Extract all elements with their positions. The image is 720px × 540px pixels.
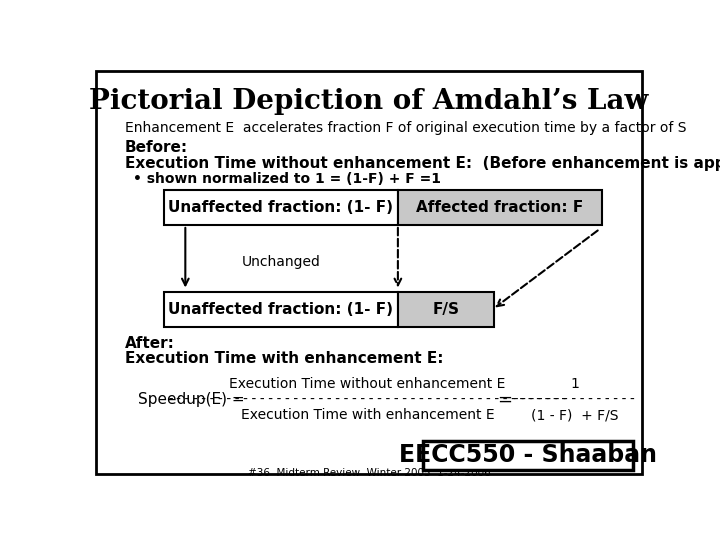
Text: (1 - F)  + F/S: (1 - F) + F/S: [531, 408, 618, 422]
Text: Before:: Before:: [125, 140, 188, 156]
Text: Unaffected fraction: (1- F): Unaffected fraction: (1- F): [168, 200, 393, 215]
Text: After:: After:: [125, 336, 175, 351]
Text: Enhancement E  accelerates fraction F of original execution time by a factor of : Enhancement E accelerates fraction F of …: [125, 121, 686, 135]
Text: Unaffected fraction: (1- F): Unaffected fraction: (1- F): [168, 302, 393, 317]
Text: Pictorial Depiction of Amdahl’s Law: Pictorial Depiction of Amdahl’s Law: [89, 88, 649, 115]
Text: ---------------: ---------------: [512, 393, 637, 407]
Bar: [163, 292, 398, 327]
Text: #36  Midterm Review  Winter 2005  1-24-2006: #36 Midterm Review Winter 2005 1-24-2006: [248, 468, 490, 478]
Text: Execution Time without enhancement E: Execution Time without enhancement E: [229, 377, 505, 392]
Bar: [423, 441, 632, 470]
Text: Unchanged: Unchanged: [241, 255, 320, 269]
Text: EECC550 - Shaaban: EECC550 - Shaaban: [399, 443, 657, 467]
Text: Execution Time without enhancement E:  (Before enhancement is applied): Execution Time without enhancement E: (B…: [125, 156, 720, 171]
Text: F/S: F/S: [433, 302, 459, 317]
Bar: [163, 190, 398, 225]
Text: Execution Time with enhancement E:: Execution Time with enhancement E:: [125, 352, 444, 367]
Text: Speedup(E) =: Speedup(E) =: [138, 392, 245, 407]
Text: =: =: [497, 391, 512, 409]
Text: Execution Time with enhancement E: Execution Time with enhancement E: [240, 408, 494, 422]
Bar: [398, 292, 494, 327]
Bar: [398, 190, 601, 225]
Text: 1: 1: [570, 377, 579, 392]
Text: ------------------------------------------------: ----------------------------------------…: [166, 393, 569, 407]
Text: Affected fraction: F: Affected fraction: F: [416, 200, 583, 215]
Text: • shown normalized to 1 = (1-F) + F =1: • shown normalized to 1 = (1-F) + F =1: [132, 172, 441, 186]
